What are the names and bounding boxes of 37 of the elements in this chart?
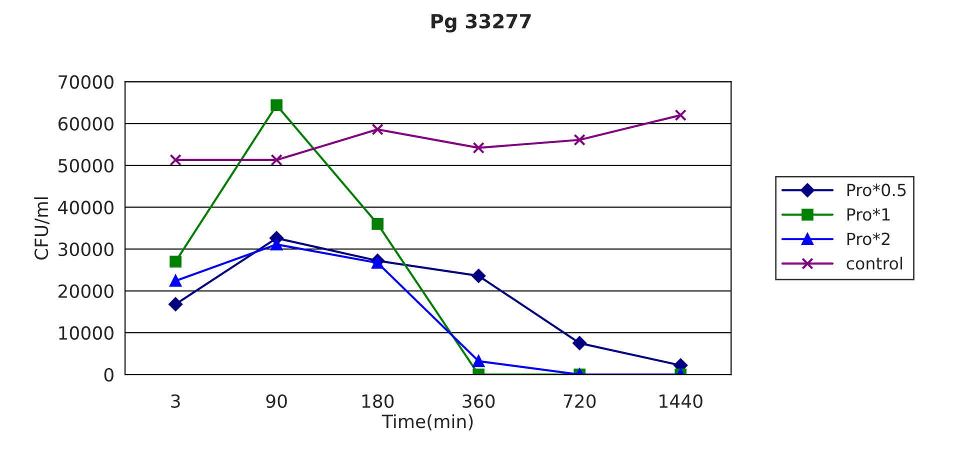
y-tick-label: 40000	[58, 200, 114, 214]
point	[372, 124, 384, 136]
y-axis-title: CFU/ml	[34, 197, 50, 260]
x-tick-label: 180	[362, 394, 394, 408]
x-tick-label: 3	[171, 394, 180, 408]
point	[270, 238, 282, 250]
y-tick-label: 60000	[58, 117, 114, 131]
y-tick-label: 0	[104, 368, 114, 382]
x-tick-label: 1440	[660, 394, 702, 408]
point	[170, 274, 182, 287]
point	[372, 256, 384, 269]
point	[168, 297, 183, 312]
chart-title: Pg 33277	[431, 14, 531, 32]
x-tick-label: 360	[462, 394, 495, 408]
point	[572, 336, 587, 350]
legend-label: control	[846, 256, 902, 270]
x-tick-label: 90	[266, 394, 287, 408]
point	[270, 99, 282, 112]
point	[170, 256, 182, 268]
legend-label: Pro*2	[847, 232, 890, 246]
point	[472, 142, 484, 154]
x-axis-title: Time(min)	[382, 414, 473, 430]
y-tick-label: 10000	[59, 326, 114, 340]
y-tick-label: 50000	[58, 158, 114, 172]
point	[574, 134, 586, 146]
legend-label: Pro*1	[847, 208, 890, 221]
point	[372, 218, 384, 230]
y-tick-label: 30000	[58, 242, 114, 256]
y-tick-label: 70000	[58, 75, 114, 89]
point	[472, 355, 484, 368]
point	[472, 268, 486, 283]
x-tick-label: 720	[564, 394, 596, 408]
point	[674, 109, 687, 122]
legend-label: Pro*0.5	[847, 184, 906, 196]
y-tick-label: 20000	[58, 284, 114, 298]
point	[270, 154, 282, 166]
point	[170, 154, 182, 166]
